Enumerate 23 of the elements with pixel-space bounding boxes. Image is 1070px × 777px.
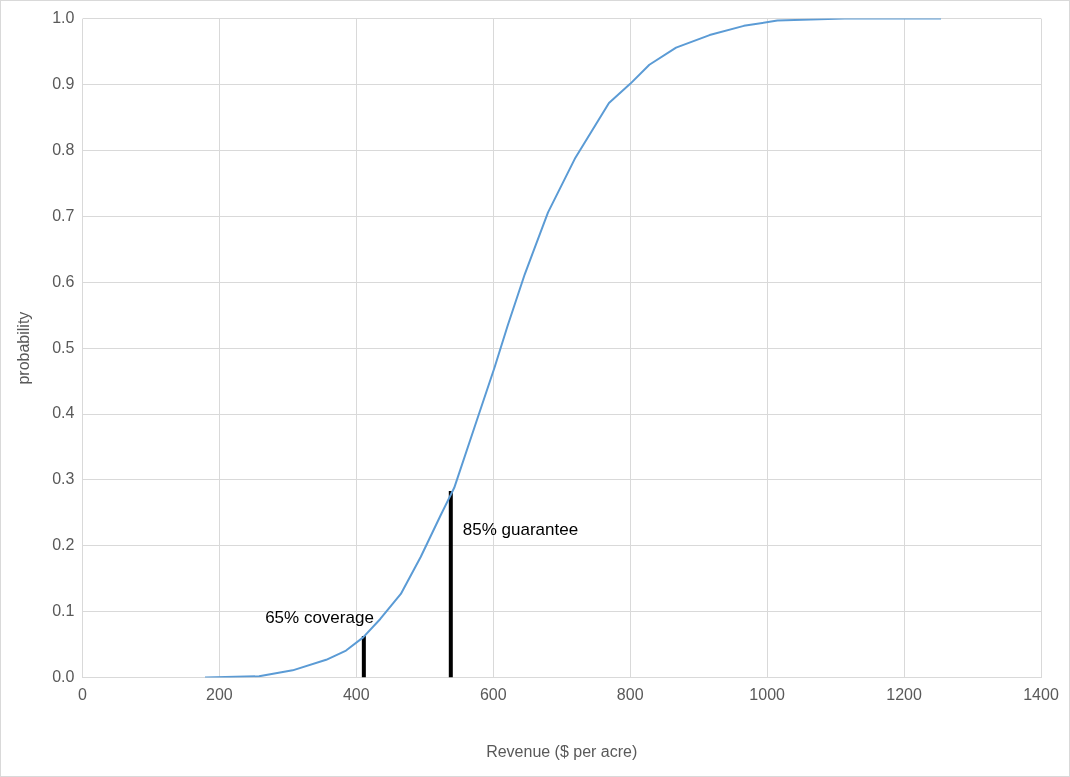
x-tick-label: 800 — [616, 685, 644, 703]
y-tick-label: 0.1 — [52, 602, 75, 620]
x-tick-label: 400 — [342, 685, 370, 703]
y-tick-label: 0.6 — [52, 272, 75, 290]
x-tick-label: 1200 — [886, 685, 922, 703]
x-tick-label: 600 — [479, 685, 507, 703]
y-tick-label: 0.0 — [52, 668, 75, 686]
annotation: 85% guarantee — [462, 519, 579, 539]
y-tick-label: 0.4 — [52, 404, 75, 422]
x-tick-label: 0 — [77, 685, 87, 703]
annotation: 65% coverage — [265, 607, 374, 627]
y-tick-label: 0.2 — [52, 536, 75, 554]
y-tick-label: 0.8 — [52, 140, 75, 158]
y-tick-label: 0.5 — [52, 338, 75, 356]
x-tick-label: 1400 — [1023, 685, 1059, 703]
y-tick-label: 0.9 — [52, 74, 75, 92]
x-tick-label: 200 — [206, 685, 233, 703]
y-tick-label: 1.0 — [52, 9, 75, 27]
y-tick-label: 0.3 — [52, 470, 75, 488]
y-tick-label: 0.7 — [52, 206, 75, 224]
x-axis-title: Revenue ($ per acre) — [486, 742, 638, 760]
x-tick-label: 1000 — [749, 685, 786, 703]
y-axis-title: probability — [15, 311, 33, 385]
